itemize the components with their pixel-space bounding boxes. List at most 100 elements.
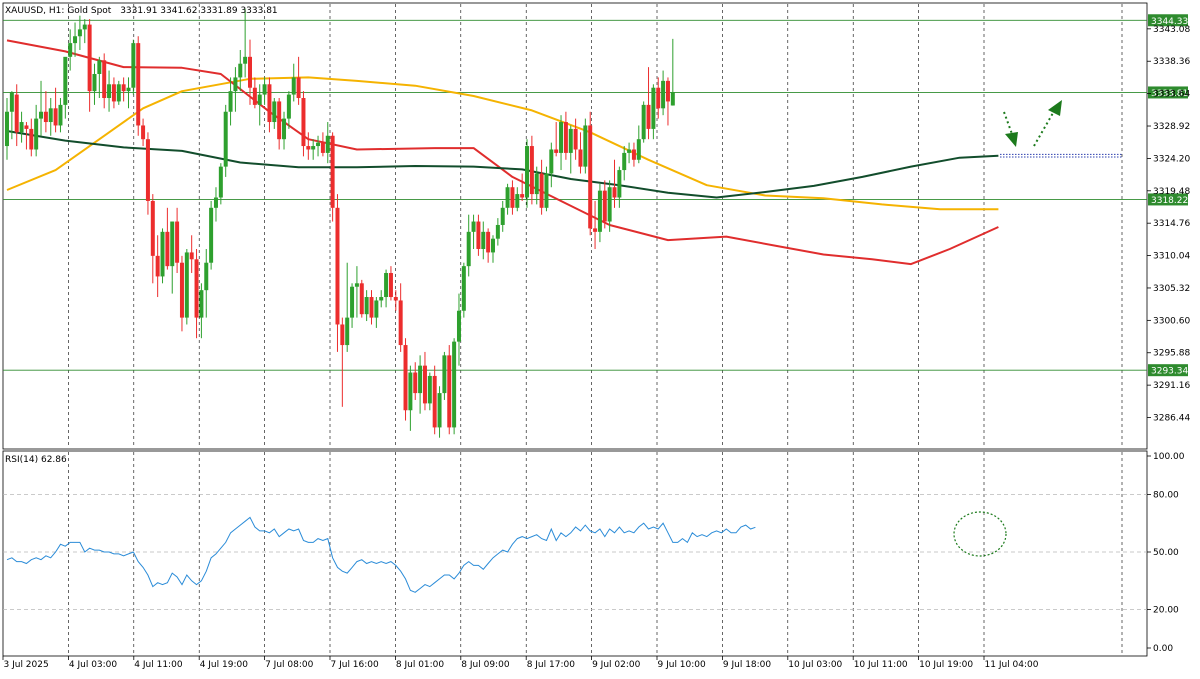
candle-body-bull xyxy=(456,310,461,342)
candle-body-bear xyxy=(296,77,301,99)
candle-body-bull xyxy=(466,231,471,267)
time-tick-label: 11 Jul 04:00 xyxy=(985,660,1039,670)
candle-body-bull xyxy=(583,125,588,167)
candle-body-bull xyxy=(73,36,78,44)
candle-body-bear xyxy=(563,122,568,153)
candle-body-bull xyxy=(559,122,564,153)
candle-body-bear xyxy=(141,125,146,140)
candle-body-bull xyxy=(471,221,476,232)
candle-body-bear xyxy=(422,365,427,404)
candle-body-bull xyxy=(534,173,539,195)
candle-body-bull xyxy=(97,60,102,74)
price-tick-label: 3328.92 xyxy=(1153,122,1190,132)
candle-body-bull xyxy=(505,187,510,208)
price-tick-label: 3291.16 xyxy=(1153,381,1190,391)
time-tick-label: 7 Jul 08:00 xyxy=(265,660,314,670)
candle-body-bull xyxy=(131,43,136,88)
candle-body-bull xyxy=(491,238,495,253)
candle-body-bear xyxy=(476,221,481,249)
instrument-description: Gold Spot xyxy=(67,6,111,16)
candle-body-bear xyxy=(520,194,525,198)
candle-body-bull xyxy=(350,286,355,318)
rsi-highlight-circle xyxy=(953,511,1007,557)
candle-body-bear xyxy=(179,262,184,318)
candle-body-bear xyxy=(393,297,398,301)
candle-body-bull xyxy=(39,111,44,119)
arrow-down-head xyxy=(1005,132,1018,147)
candle-body-bull xyxy=(282,118,287,140)
candle-body-bull xyxy=(5,111,9,147)
timeframe-label: H1 xyxy=(49,6,62,16)
candle-body-bull xyxy=(213,197,218,208)
time-tick-label: 8 Jul 17:00 xyxy=(527,660,576,670)
candle-body-bear xyxy=(359,283,364,315)
candle-body-bear xyxy=(510,187,515,208)
price-tick-label: 3324.20 xyxy=(1153,154,1190,164)
candle-body-bear xyxy=(43,111,48,123)
candle-body-bear xyxy=(529,146,534,195)
price-tick-label: 3333.64 xyxy=(1153,90,1190,100)
candle-body-bull xyxy=(19,122,24,133)
time-tick-label: 10 Jul 03:00 xyxy=(788,660,842,670)
candle-body-bear xyxy=(29,128,34,150)
candle-body-bear xyxy=(330,135,335,208)
candle-body-bear xyxy=(248,56,252,88)
candle-body-bear xyxy=(539,173,544,208)
rsi-label: RSI(14) xyxy=(5,455,38,465)
arrow-down-shaft xyxy=(1003,111,1013,135)
candle-body-bear xyxy=(578,149,583,167)
arrow-up-shaft xyxy=(1033,112,1054,147)
candle-body-bear xyxy=(136,43,141,126)
candle-body-bull xyxy=(218,166,223,198)
candle-body-bear xyxy=(306,146,311,150)
candle-body-bear xyxy=(111,84,116,102)
candle-body-bull xyxy=(670,92,675,106)
rsi-tick-label: 50.00 xyxy=(1153,548,1179,558)
candle-body-bull xyxy=(223,111,228,167)
candle-body-bear xyxy=(87,24,92,92)
candle-body-bull xyxy=(238,63,243,78)
candle-body-bear xyxy=(301,98,306,147)
price-tick-label: 3286.44 xyxy=(1153,414,1190,424)
candle-body-bull xyxy=(262,84,267,95)
candle-body-bull xyxy=(48,108,53,123)
rsi-indicator xyxy=(3,493,1147,610)
level-price-label: 3318.22 xyxy=(1151,196,1188,206)
candle-body-bull xyxy=(452,341,457,428)
candlesticks xyxy=(5,8,675,438)
candle-body-bear xyxy=(602,190,607,222)
candle-body-bear xyxy=(53,108,58,126)
candle-body-bull xyxy=(286,94,291,119)
candle-body-bear xyxy=(335,207,340,325)
candle-body-bull xyxy=(568,128,573,153)
candle-body-bear xyxy=(588,125,593,229)
level-price-box xyxy=(1148,86,1188,99)
candle-body-bull xyxy=(316,142,321,147)
candle-body-bull xyxy=(68,43,73,57)
time-tick-label: 10 Jul 11:00 xyxy=(854,660,908,670)
level-price-label: 3333.81 xyxy=(1151,89,1188,99)
level-price-label: 3344.33 xyxy=(1151,17,1188,27)
candle-body-bear xyxy=(573,128,578,150)
level-price-box xyxy=(1148,14,1188,27)
candle-body-bull xyxy=(607,187,612,222)
candle-body-bear xyxy=(252,87,257,105)
projection-annotation xyxy=(1000,100,1123,158)
candle-body-bull xyxy=(549,149,554,174)
candle-body-bull xyxy=(170,221,175,267)
candle-body-bull xyxy=(325,135,330,153)
time-tick-label: 9 Jul 02:00 xyxy=(592,660,641,670)
candle-body-bull xyxy=(34,118,39,150)
candle-body-bull xyxy=(354,283,359,287)
candle-body-bear xyxy=(665,80,670,102)
candle-body-bull xyxy=(9,92,14,112)
candle-body-bull xyxy=(63,56,68,105)
candle-body-bear xyxy=(189,252,194,260)
candle-body-bull xyxy=(379,297,384,301)
candle-body-bull xyxy=(311,146,316,150)
candle-body-bull xyxy=(184,252,189,318)
candle-body-bear xyxy=(432,375,437,428)
